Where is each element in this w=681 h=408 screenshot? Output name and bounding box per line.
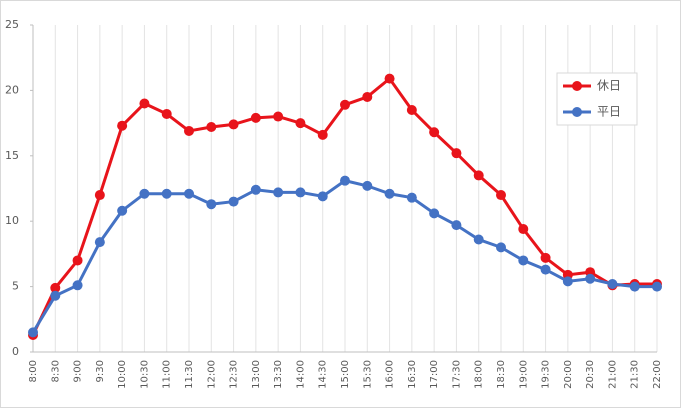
data-point <box>540 252 551 263</box>
data-point <box>496 242 506 253</box>
legend-marker <box>572 81 582 91</box>
legend-marker <box>572 107 582 117</box>
data-point <box>340 175 350 186</box>
data-point <box>540 264 551 275</box>
data-point <box>50 282 61 293</box>
data-point <box>473 170 484 181</box>
data-point <box>117 205 128 216</box>
x-tick-label: 8:30 <box>50 360 61 382</box>
data-point <box>429 127 440 138</box>
data-point <box>161 108 172 119</box>
data-point <box>28 327 38 338</box>
x-tick-label: 14:00 <box>295 360 306 389</box>
data-point <box>518 224 529 235</box>
data-point <box>652 281 662 292</box>
x-tick-label: 21:00 <box>607 360 618 389</box>
data-point <box>429 208 440 219</box>
y-tick-label: 5 <box>12 280 19 293</box>
data-point <box>139 98 150 109</box>
data-point <box>184 188 194 199</box>
data-point <box>206 122 217 133</box>
data-point <box>317 129 328 140</box>
data-point <box>228 119 239 130</box>
data-point <box>585 273 596 284</box>
data-point <box>295 187 306 198</box>
data-point <box>250 184 261 195</box>
data-point <box>295 118 306 129</box>
data-point <box>496 190 506 201</box>
data-point <box>562 276 573 287</box>
data-point <box>384 73 395 84</box>
x-tick-label: 22:00 <box>652 360 663 389</box>
y-tick-label: 25 <box>5 18 19 31</box>
data-point <box>362 180 373 191</box>
x-tick-label: 18:30 <box>496 360 507 389</box>
x-tick-label: 8:00 <box>28 360 39 382</box>
x-tick-label: 15:00 <box>340 360 351 389</box>
x-tick-label: 19:30 <box>541 360 552 389</box>
data-point <box>518 255 529 266</box>
legend-label: 平日 <box>597 105 621 119</box>
x-tick-label: 18:00 <box>474 360 485 389</box>
x-tick-label: 16:30 <box>407 360 418 389</box>
data-point <box>72 255 83 266</box>
legend-box <box>556 72 638 126</box>
x-tick-label: 9:00 <box>73 360 84 382</box>
y-tick-label: 15 <box>5 149 19 162</box>
data-point <box>451 148 462 159</box>
data-point <box>161 188 172 199</box>
x-tick-label: 12:30 <box>229 360 240 389</box>
x-tick-label: 17:30 <box>451 360 462 389</box>
data-point <box>72 280 83 291</box>
data-point <box>206 199 217 210</box>
y-tick-label: 0 <box>12 345 19 358</box>
data-point <box>362 91 373 102</box>
y-tick-label: 10 <box>5 214 19 227</box>
data-point <box>384 188 395 199</box>
data-point <box>406 192 417 203</box>
data-point <box>139 188 150 199</box>
data-point <box>406 105 417 116</box>
data-point <box>317 191 328 202</box>
data-point <box>607 278 618 289</box>
x-tick-label: 16:00 <box>385 360 396 389</box>
data-point <box>273 111 284 122</box>
x-tick-label: 10:30 <box>139 360 150 389</box>
x-tick-label: 14:30 <box>318 360 329 389</box>
x-tick-label: 13:00 <box>251 360 262 389</box>
data-point <box>473 234 484 245</box>
x-tick-label: 21:30 <box>630 360 641 389</box>
data-point <box>117 120 128 131</box>
data-point <box>250 112 261 123</box>
y-tick-label: 20 <box>5 83 19 96</box>
x-tick-label: 11:30 <box>184 360 195 389</box>
data-point <box>340 99 350 110</box>
x-tick-label: 20:30 <box>585 360 596 389</box>
x-tick-label: 19:00 <box>518 360 529 389</box>
x-tick-label: 17:00 <box>429 360 440 389</box>
data-point <box>228 196 239 207</box>
x-tick-label: 20:00 <box>563 360 574 389</box>
data-point <box>94 237 105 248</box>
legend-label: 休日 <box>597 79 621 93</box>
data-point <box>273 187 284 198</box>
data-point <box>50 290 61 301</box>
data-point <box>94 190 105 201</box>
x-tick-label: 12:00 <box>206 360 217 389</box>
x-tick-label: 10:00 <box>117 360 128 389</box>
x-tick-label: 15:30 <box>362 360 373 389</box>
x-tick-label: 13:30 <box>273 360 284 389</box>
x-tick-label: 9:30 <box>95 360 106 382</box>
data-point <box>629 281 640 292</box>
x-tick-label: 11:00 <box>162 360 173 389</box>
data-point <box>451 220 462 231</box>
data-point <box>184 125 194 136</box>
